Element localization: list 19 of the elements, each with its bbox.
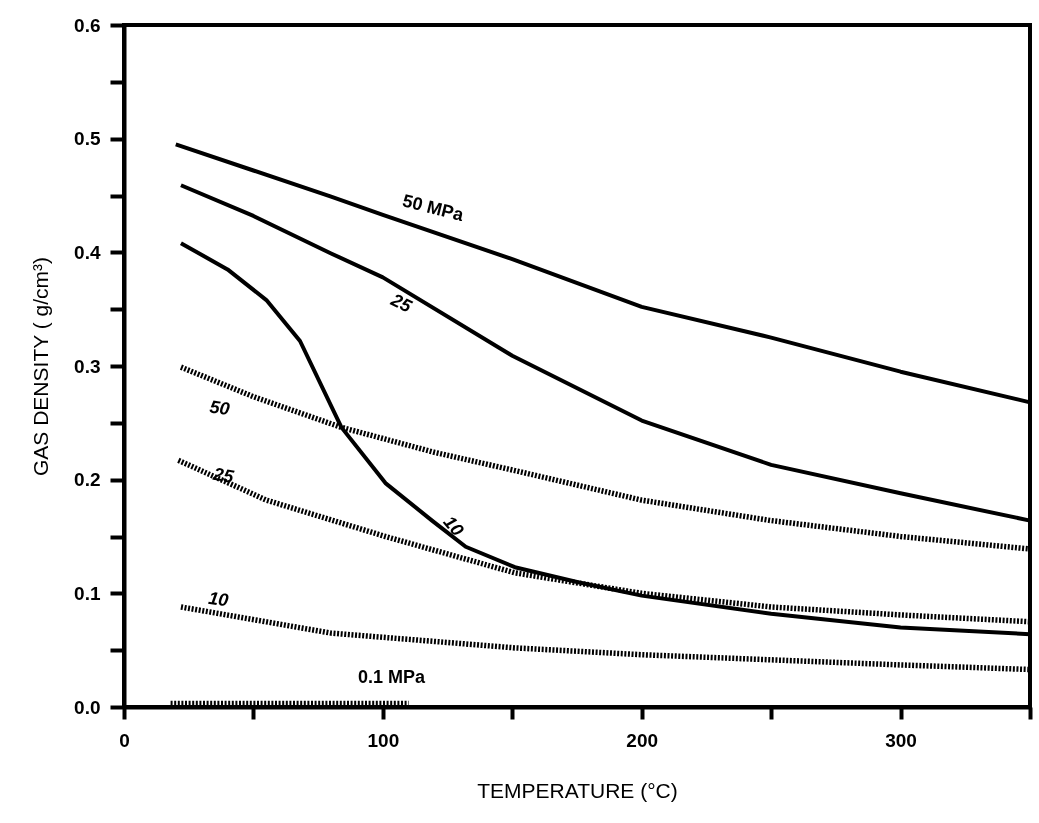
x-tick-label: 200 [626,729,659,751]
x-axis-title: TEMPERATURE (°C) [477,778,678,802]
y-tick-label: 0.1 [74,582,101,604]
x-tick-label: 0 [119,729,130,751]
text: 25 [387,289,416,317]
text: 50 [208,396,231,420]
text: 10 [207,587,230,611]
y-tick-label: 0.3 [74,355,101,377]
x-tick-label: 100 [367,729,400,751]
y-axis-title: GAS DENSITY ( g/cm³) [29,257,53,476]
y-tick-label: 0.2 [74,469,101,491]
text: 10 [439,511,468,541]
y-tick-label: 0.6 [74,14,101,36]
y-tick-label: 0.5 [74,128,101,150]
x-tick-label: 300 [885,729,917,751]
series-label: 0.1 MPa [358,666,427,687]
y-tick-label: 0.0 [74,696,101,718]
y-tick-label: 0.4 [74,241,101,263]
text: 50 MPa [400,190,467,226]
